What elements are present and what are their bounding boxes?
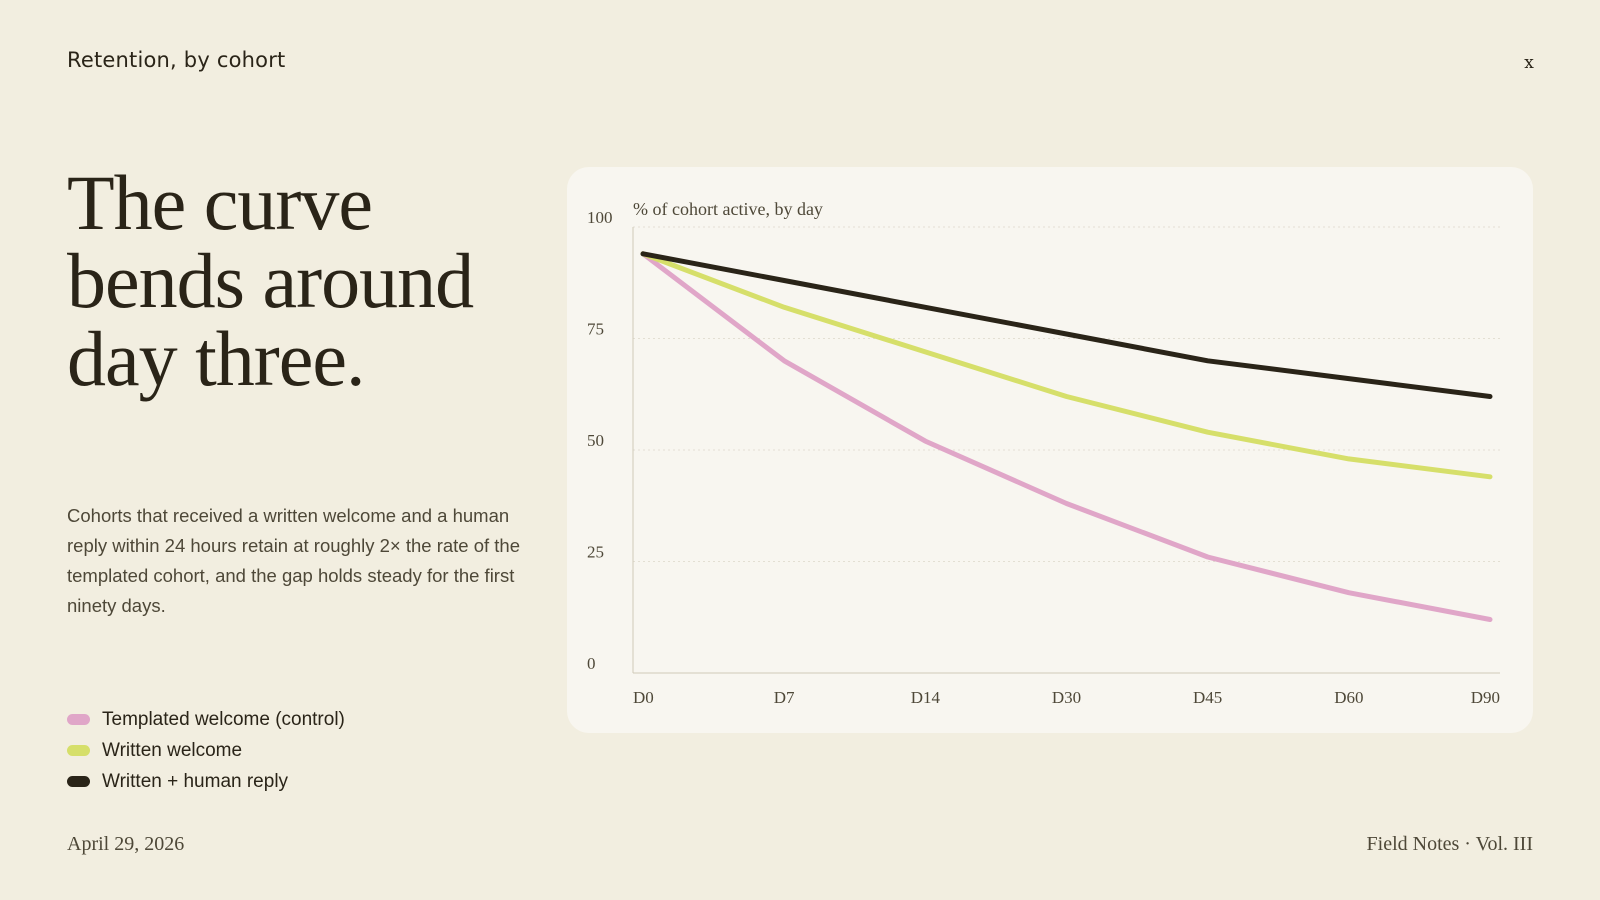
body-text: Cohorts that received a written welcome … bbox=[67, 505, 521, 616]
x-tick-label: D30 bbox=[1052, 688, 1081, 707]
legend-item-written: Written welcome bbox=[67, 735, 345, 766]
y-tick-label: 25 bbox=[587, 543, 604, 562]
y-tick-label: 50 bbox=[587, 431, 604, 450]
legend-swatch bbox=[67, 745, 90, 756]
x-tick-label: D7 bbox=[774, 688, 795, 707]
x-tick-label: D0 bbox=[633, 688, 654, 707]
page-title: Retention, by cohort bbox=[67, 48, 286, 72]
x-tick-label: D60 bbox=[1334, 688, 1363, 707]
legend-item-human-reply: Written + human reply bbox=[67, 766, 345, 797]
legend-swatch bbox=[67, 776, 90, 787]
footer-publication: Field Notes · Vol. III bbox=[1366, 833, 1533, 855]
retention-chart: % of cohort active, by day 0 25 50 75 100 D0 D… bbox=[587, 199, 1500, 707]
y-tick-label: 100 bbox=[587, 208, 613, 227]
legend-label: Written welcome bbox=[102, 739, 243, 761]
series-line-0 bbox=[640, 251, 1493, 622]
footer-date: April 29, 2026 bbox=[67, 833, 185, 855]
legend-label: Written + human reply bbox=[102, 770, 289, 792]
legend-swatch bbox=[67, 714, 90, 725]
series-line-2 bbox=[640, 251, 1493, 399]
x-tick-label: D14 bbox=[911, 688, 941, 707]
y-tick-label: 0 bbox=[587, 654, 596, 673]
chart-legend: Templated welcome (control) Written welc… bbox=[67, 704, 345, 797]
x-tick-label: D45 bbox=[1193, 688, 1222, 707]
y-tick-label: 75 bbox=[587, 320, 604, 339]
headline: The curve bends around day three. bbox=[67, 159, 474, 402]
series-line-1 bbox=[640, 251, 1493, 480]
close-button[interactable]: x bbox=[1524, 53, 1534, 73]
legend-item-templated: Templated welcome (control) bbox=[67, 704, 345, 735]
x-tick-label: D90 bbox=[1471, 688, 1500, 707]
chart-subtitle: % of cohort active, by day bbox=[633, 199, 823, 219]
legend-label: Templated welcome (control) bbox=[102, 708, 345, 730]
chart-card: % of cohort active, by day 0 25 50 75 100 D0 D… bbox=[567, 167, 1533, 733]
